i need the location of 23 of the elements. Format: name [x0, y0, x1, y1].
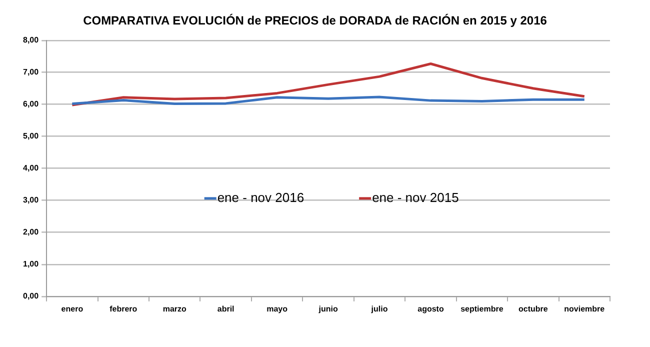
chart-title: COMPARATIVA EVOLUCIÓN de PRECIOS de DORADA de RACIÓN en 2015 y 2016	[83, 14, 548, 28]
x-tick-label: mayo	[266, 304, 288, 314]
y-tick-label: 0,00	[22, 292, 40, 301]
y-tick-label: 5,00	[22, 132, 40, 141]
y-tick-label: 6,00	[22, 100, 40, 109]
y-tick-label: 4,00	[22, 164, 40, 173]
legend-label: ene - nov 2015	[372, 190, 459, 205]
x-tick-label: junio	[318, 304, 338, 314]
legend-label: ene - nov 2016	[217, 190, 304, 205]
y-tick-label: 7,00	[22, 68, 40, 77]
y-tick-label: 8,00	[22, 36, 40, 45]
x-tick-label: marzo	[162, 304, 187, 314]
x-tick-label: julio	[370, 304, 388, 314]
x-tick-label: agosto	[418, 304, 444, 314]
x-tick-label: noviembre	[564, 304, 606, 314]
x-tick-label: febrero	[110, 304, 138, 314]
x-tick-label: enero	[61, 304, 84, 314]
x-tick-label: octubre	[518, 304, 548, 314]
x-tick-label: abril	[217, 304, 234, 314]
y-tick-label: 3,00	[22, 196, 40, 205]
y-tick-label: 1,00	[22, 260, 40, 269]
y-tick-label: 2,00	[22, 228, 40, 237]
x-tick-label: septiembre	[460, 304, 504, 314]
